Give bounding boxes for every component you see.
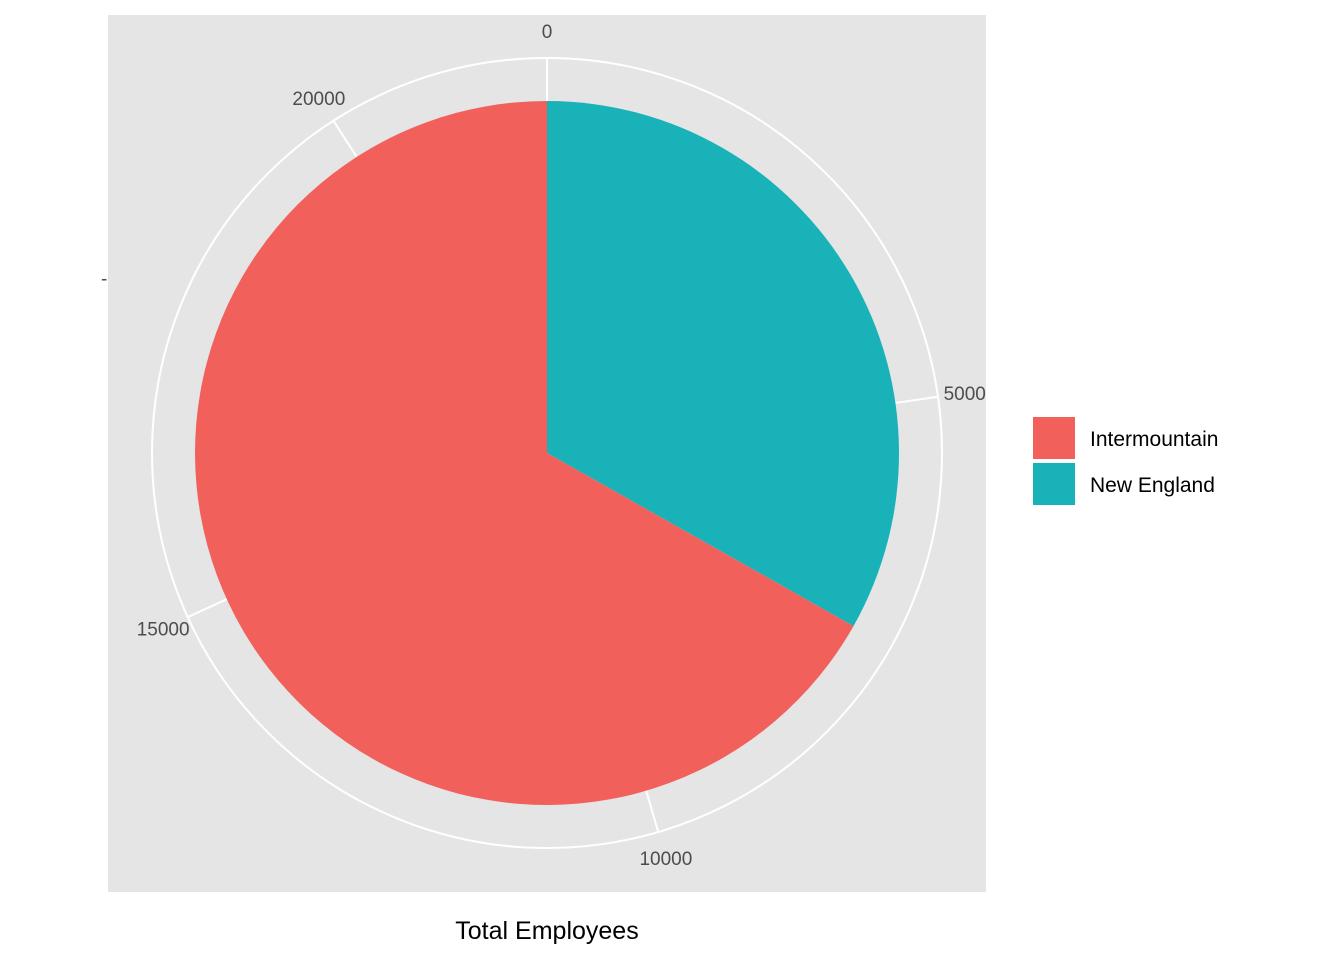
- pie-slices: [195, 101, 900, 806]
- slice-new-england: [547, 101, 900, 627]
- legend-label: Intermountain: [1090, 428, 1218, 451]
- legend-label: New England: [1090, 474, 1215, 497]
- legend-key: [1031, 415, 1077, 461]
- legend-key: [1031, 461, 1077, 507]
- slice-intermountain: [195, 101, 854, 806]
- x-axis-title: Total Employees: [455, 917, 638, 945]
- theta-tick-label: 20000: [292, 89, 345, 110]
- theta-tick-label: 15000: [137, 619, 190, 640]
- y-axis-tick-label: -: [101, 269, 107, 290]
- theta-tick-labels: 0 5000 10000 15000 20000: [137, 22, 986, 870]
- theta-tick-label: 10000: [639, 849, 692, 870]
- theta-tick-label: 5000: [944, 384, 986, 405]
- theta-tick-label: 0: [542, 22, 553, 43]
- legend: Intermountain New England: [1031, 415, 1218, 507]
